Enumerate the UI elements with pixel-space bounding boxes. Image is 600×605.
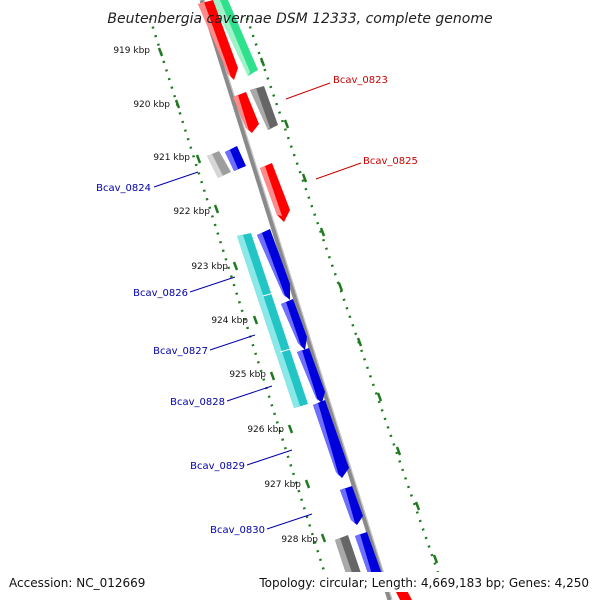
gene-label-bcav-0827[interactable]: Bcav_0827 [153, 346, 208, 357]
kbp-tick-label: 920 kbp [133, 100, 170, 110]
leader-bcav-0823 [285, 82, 331, 100]
leader-bcav-0827 [209, 334, 256, 351]
leader-bcav-0826 [189, 276, 236, 293]
kbp-tick-label: 927 kbp [264, 480, 301, 490]
gene-bcav-0823b[interactable] [233, 92, 259, 133]
genome-summary-text: Topology: circular; Length: 4,669,183 bp… [258, 576, 589, 590]
gene-label-bcav-0823[interactable]: Bcav_0823 [333, 75, 388, 86]
gene-label-bcav-0830[interactable]: Bcav_0830 [210, 525, 265, 536]
kbp-tick-label: 919 kbp [113, 46, 150, 56]
genome-backbone [199, 0, 393, 601]
gene-label-bcav-0829[interactable]: Bcav_0829 [190, 461, 245, 472]
kbp-tick-label: 921 kbp [153, 153, 190, 163]
genome-title: Beutenbergia cavernae DSM 12333, complet… [107, 11, 492, 27]
kbp-tick-label: 925 kbp [229, 370, 266, 380]
gene-bcav-0823[interactable] [250, 86, 278, 130]
gene-bcav-0824-gray[interactable] [207, 151, 231, 178]
accession-text: Accession: NC_012669 [9, 576, 145, 590]
gene-bcav-0826-arrow[interactable] [257, 229, 290, 300]
leader-bcav-0829 [246, 449, 293, 466]
genome-backbone-highlight [203, 0, 393, 601]
leader-bcav-0825 [315, 162, 362, 180]
gene-label-bcav-0825[interactable]: Bcav_0825 [363, 156, 418, 167]
gene-bcav-0829-arrow[interactable] [313, 400, 349, 478]
gene-label-bcav-0824[interactable]: Bcav_0824 [96, 183, 151, 194]
leader-bcav-0824 [153, 171, 199, 188]
gene-bcav-0828-arrow[interactable] [297, 348, 325, 403]
gene-bcav-0821[interactable] [198, 0, 238, 80]
leader-bcav-0828 [226, 385, 273, 402]
gene-bcav-0822[interactable] [212, 0, 258, 76]
leader-bcav-0830 [266, 513, 313, 530]
gene-bcav-0824-blue[interactable] [225, 146, 246, 171]
gene-label-bcav-0826[interactable]: Bcav_0826 [133, 288, 188, 299]
right-tick-line [245, 17, 446, 591]
left-major-ticks [157, 47, 327, 543]
kbp-tick-label: 928 kbp [281, 535, 318, 545]
gene-bcav-0830-arrow[interactable] [340, 486, 363, 525]
left-tick-line [148, 17, 332, 591]
right-major-ticks [259, 57, 439, 564]
gene-cyan-block[interactable] [237, 233, 308, 408]
gene-label-bcav-0828[interactable]: Bcav_0828 [170, 397, 225, 408]
kbp-tick-label: 924 kbp [211, 316, 248, 326]
footer-right-bg [258, 572, 594, 592]
kbp-tick-label: 922 kbp [173, 207, 210, 217]
gene-bcav-0827-arrow[interactable] [281, 299, 307, 350]
kbp-tick-label: 923 kbp [191, 262, 228, 272]
footer-left-bg [4, 572, 150, 592]
kbp-tick-label: 926 kbp [247, 425, 284, 435]
gene-bcav-0825[interactable] [260, 163, 290, 222]
